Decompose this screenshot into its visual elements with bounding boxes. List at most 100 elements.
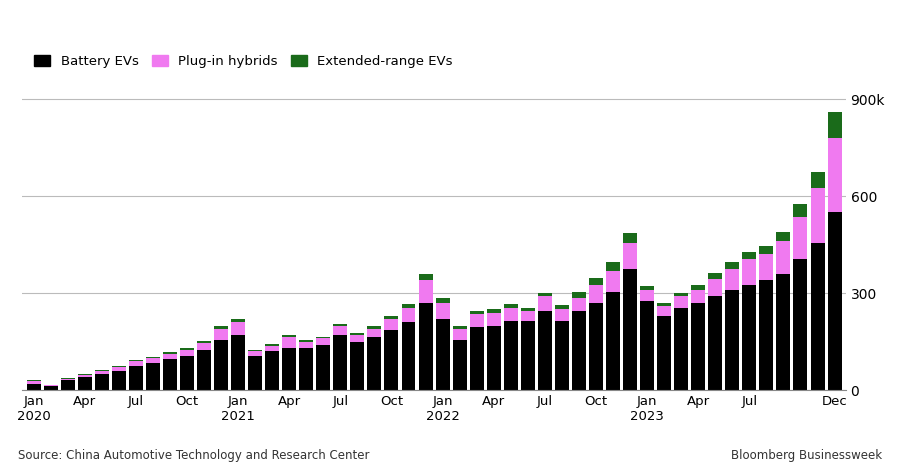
Bar xyxy=(231,322,245,335)
Bar xyxy=(504,308,518,321)
Bar xyxy=(163,359,177,390)
Bar xyxy=(453,340,466,390)
Bar xyxy=(742,252,756,259)
Bar xyxy=(589,278,603,285)
Bar xyxy=(657,303,671,306)
Bar xyxy=(725,290,739,390)
Bar xyxy=(367,327,382,329)
Bar xyxy=(77,374,92,375)
Bar xyxy=(214,326,228,329)
Bar xyxy=(401,308,416,322)
Bar xyxy=(470,314,483,327)
Bar xyxy=(453,326,466,329)
Bar xyxy=(316,338,330,345)
Bar xyxy=(129,361,143,366)
Bar xyxy=(60,379,75,380)
Bar xyxy=(27,384,40,390)
Bar xyxy=(725,269,739,290)
Bar xyxy=(316,345,330,390)
Bar xyxy=(316,337,330,338)
Bar xyxy=(112,367,126,371)
Bar xyxy=(811,188,824,243)
Bar xyxy=(606,271,620,292)
Bar xyxy=(691,303,706,390)
Bar xyxy=(27,380,40,381)
Bar xyxy=(606,292,620,390)
Bar xyxy=(657,316,671,390)
Bar xyxy=(555,306,569,309)
Bar xyxy=(231,335,245,390)
Bar xyxy=(436,319,450,390)
Bar xyxy=(708,279,723,296)
Bar xyxy=(43,385,58,386)
Bar xyxy=(623,233,637,243)
Bar xyxy=(367,337,382,390)
Bar xyxy=(436,303,450,319)
Bar xyxy=(333,323,347,326)
Bar xyxy=(828,138,842,212)
Bar xyxy=(418,303,433,390)
Bar xyxy=(163,354,177,359)
Bar xyxy=(384,319,399,330)
Bar xyxy=(828,212,842,390)
Bar xyxy=(453,329,466,340)
Bar xyxy=(691,285,706,290)
Bar xyxy=(367,329,382,337)
Bar xyxy=(436,298,450,303)
Legend: Battery EVs, Plug-in hybrids, Extended-range EVs: Battery EVs, Plug-in hybrids, Extended-r… xyxy=(29,50,458,73)
Bar xyxy=(691,290,706,303)
Bar xyxy=(777,241,790,274)
Bar xyxy=(640,301,654,390)
Bar xyxy=(231,319,245,322)
Bar xyxy=(77,375,92,377)
Bar xyxy=(674,308,688,390)
Text: Source: China Automotive Technology and Research Center: Source: China Automotive Technology and … xyxy=(18,449,370,462)
Bar xyxy=(197,343,211,350)
Bar xyxy=(708,296,723,390)
Bar xyxy=(180,356,194,390)
Bar xyxy=(94,371,109,374)
Bar xyxy=(725,262,739,269)
Bar xyxy=(129,360,143,361)
Bar xyxy=(401,304,416,308)
Bar xyxy=(43,386,58,390)
Bar xyxy=(760,247,773,254)
Bar xyxy=(283,348,296,390)
Bar xyxy=(521,311,535,321)
Bar xyxy=(572,292,586,298)
Bar xyxy=(521,321,535,390)
Bar xyxy=(794,204,807,217)
Bar xyxy=(606,262,620,271)
Bar xyxy=(470,311,483,314)
Bar xyxy=(214,329,228,340)
Bar xyxy=(538,311,552,390)
Bar xyxy=(589,303,603,390)
Bar xyxy=(487,313,500,326)
Bar xyxy=(300,342,313,348)
Bar xyxy=(163,352,177,354)
Bar xyxy=(112,366,126,367)
Bar xyxy=(94,374,109,390)
Bar xyxy=(640,290,654,301)
Bar xyxy=(521,308,535,311)
Bar xyxy=(555,321,569,390)
Bar xyxy=(657,306,671,316)
Bar xyxy=(811,172,824,188)
Bar xyxy=(197,350,211,390)
Bar xyxy=(538,293,552,296)
Bar xyxy=(623,269,637,390)
Bar xyxy=(504,304,518,308)
Bar xyxy=(401,322,416,390)
Bar xyxy=(333,326,347,335)
Bar xyxy=(504,321,518,390)
Bar xyxy=(623,243,637,269)
Bar xyxy=(129,366,143,390)
Bar xyxy=(742,259,756,285)
Bar xyxy=(146,363,160,390)
Bar xyxy=(77,377,92,390)
Bar xyxy=(112,371,126,390)
Bar xyxy=(283,335,296,337)
Bar xyxy=(180,350,194,356)
Bar xyxy=(572,311,586,390)
Bar xyxy=(487,326,500,390)
